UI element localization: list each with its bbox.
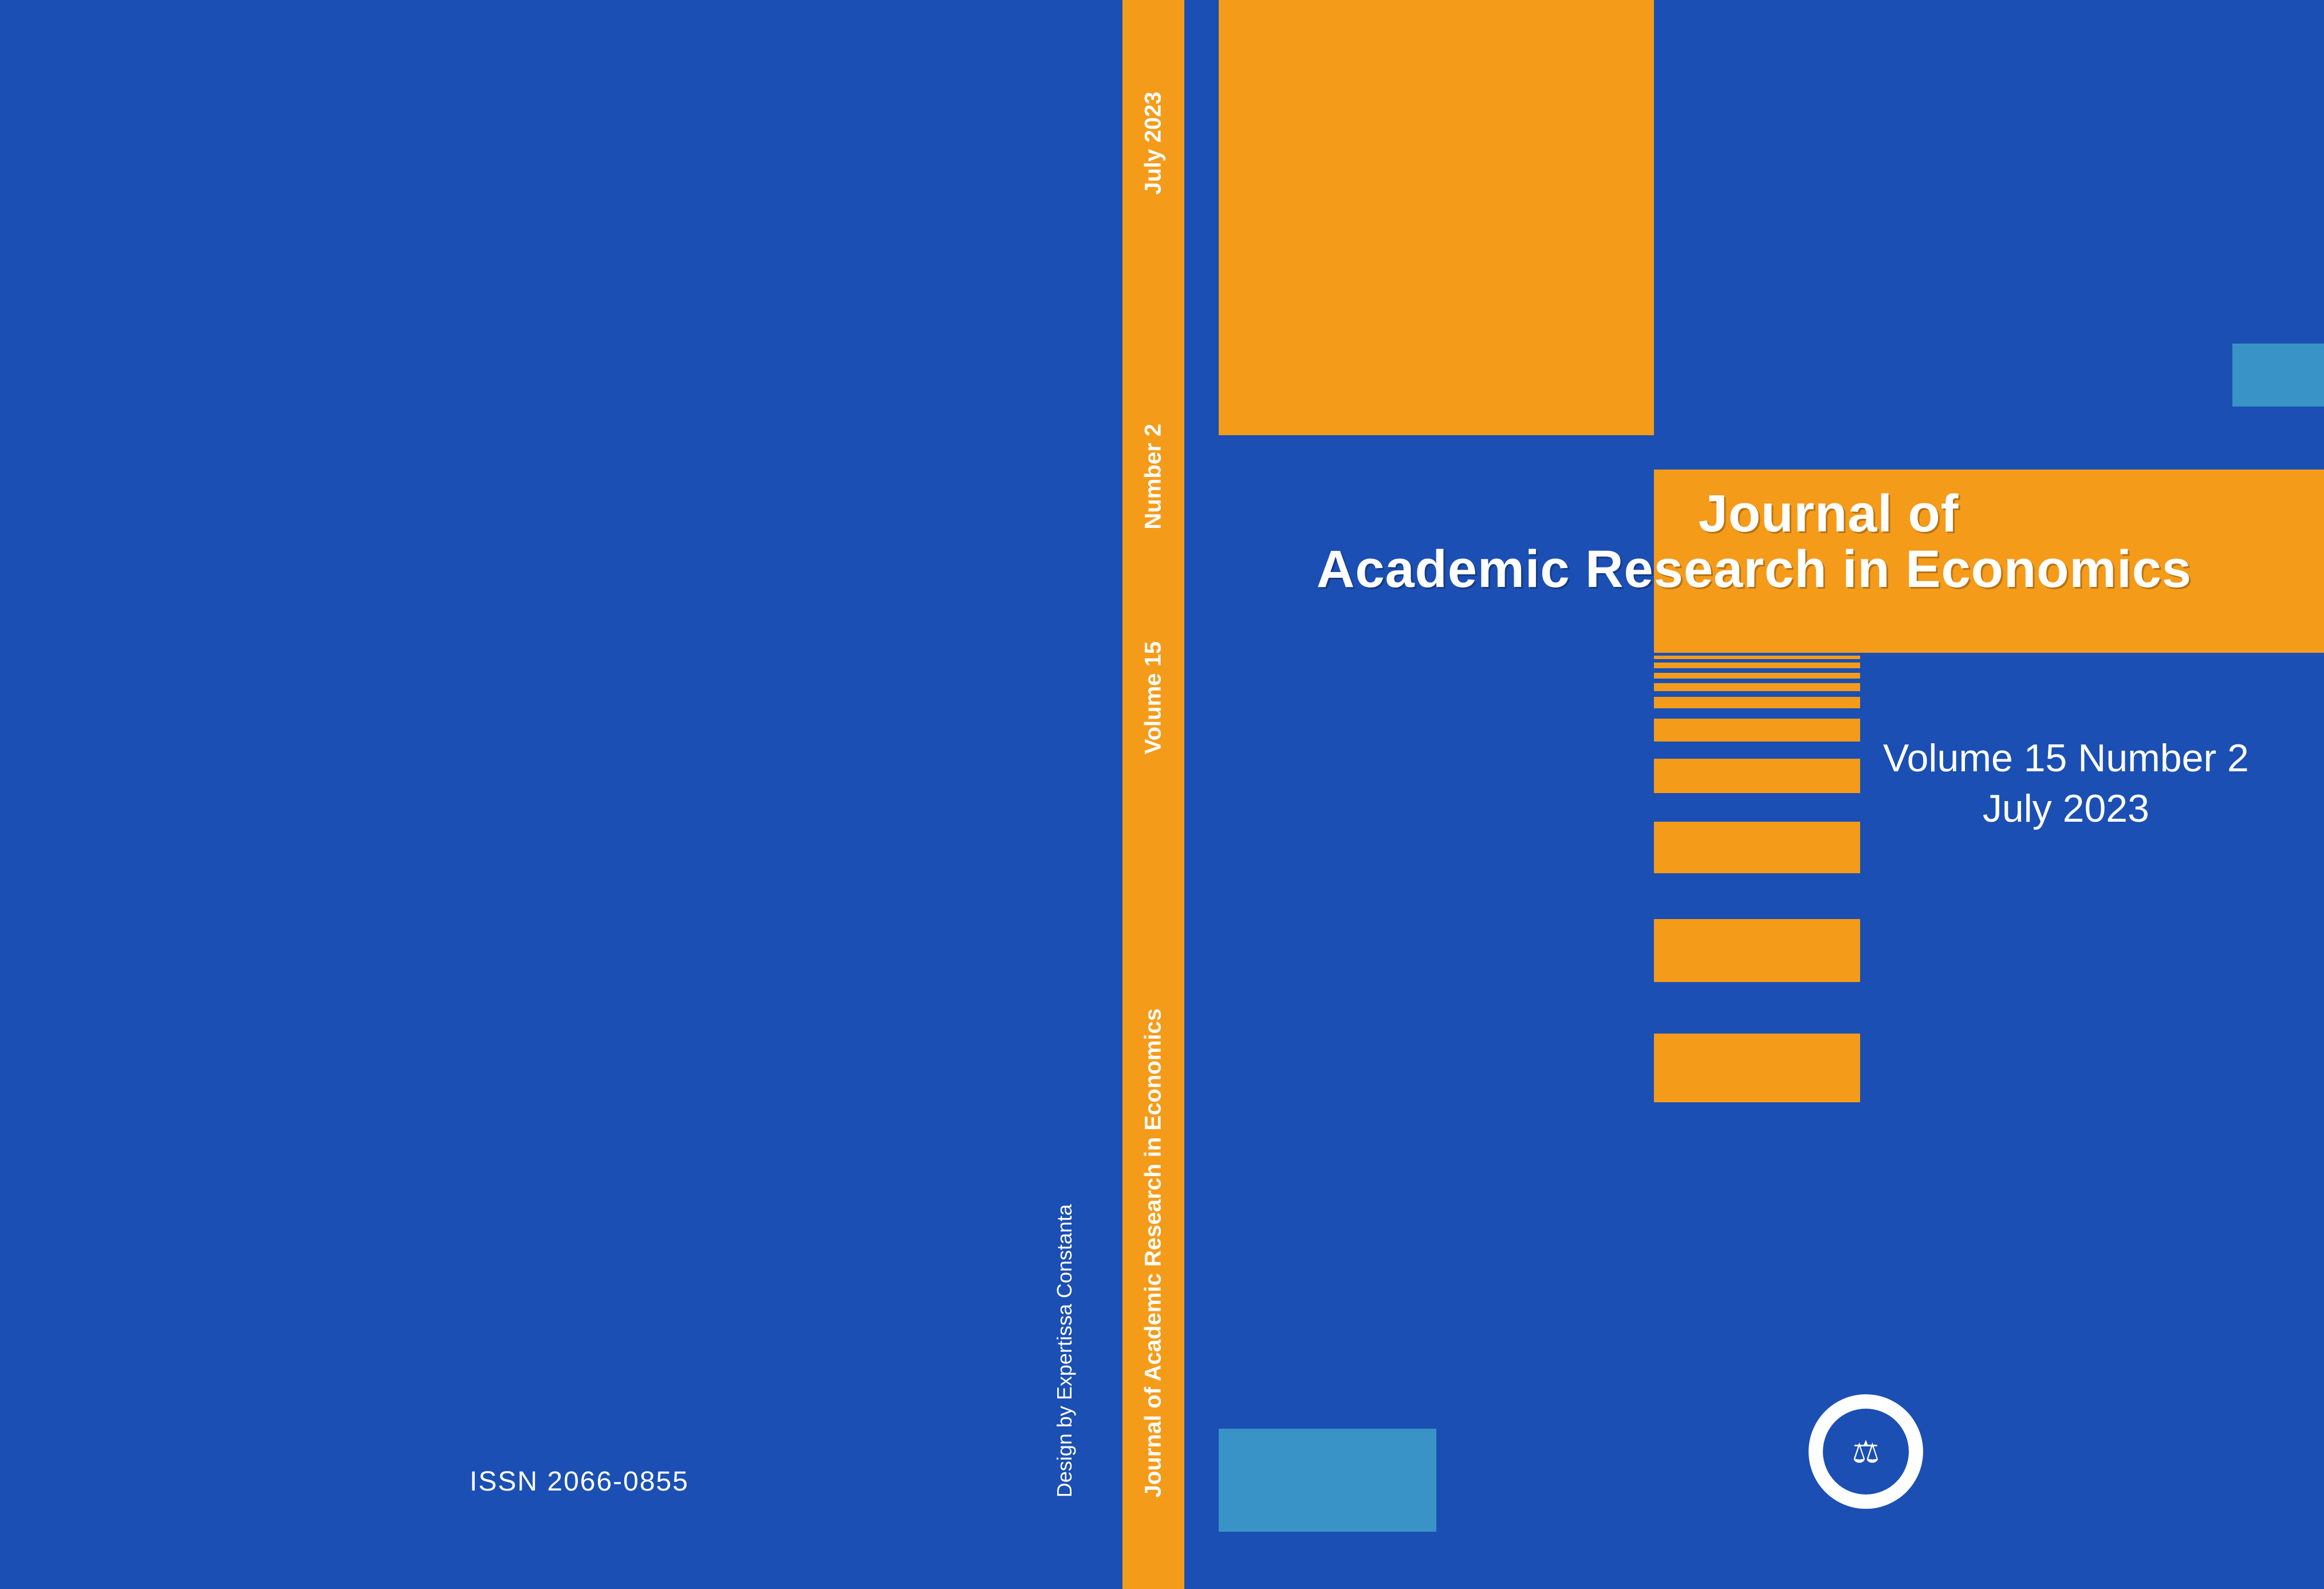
journal-title: Journal of Academic Research in Economic… [1184, 484, 2324, 600]
front-cover: Journal of Academic Research in Economic… [1184, 0, 2324, 1589]
decor-bar [1654, 759, 1860, 793]
spine: Journal of Academic Research in Economic… [1122, 0, 1184, 1589]
designer-credit: Design by Expertissa Constanta [1053, 1204, 1077, 1497]
publisher-seal-icon: ⚖ [1809, 1394, 1923, 1509]
spine-number: Number 2 [1141, 424, 1167, 530]
publisher-seal-glyph: ⚖ [1852, 1434, 1880, 1470]
decor-bar [1654, 822, 1860, 873]
back-cover: ISSN 2066-0855 Design by Expertissa Cons… [0, 0, 1122, 1589]
front-decor-bar-stack [1654, 656, 1860, 1102]
journal-cover-spread: ISSN 2066-0855 Design by Expertissa Cons… [0, 0, 2324, 1589]
decor-bar [1654, 697, 1860, 708]
decor-bar [1654, 919, 1860, 982]
front-decor-big-square [1219, 0, 1654, 435]
issue-volume-number: Volume 15 Number 2 [1883, 733, 2249, 783]
front-decor-small-accent [2232, 344, 2324, 407]
journal-title-line2: Academic Research in Economics [1184, 539, 2324, 600]
decor-bar [1654, 673, 1860, 679]
decor-bar [1654, 656, 1860, 659]
publisher-seal-inner: ⚖ [1823, 1409, 1909, 1495]
journal-title-line1: Journal of [1333, 484, 2324, 544]
issn-text: ISSN 2066-0855 [470, 1466, 689, 1497]
front-decor-bottom-accent [1219, 1429, 1436, 1532]
decor-bar [1654, 719, 1860, 742]
issue-info: Volume 15 Number 2 July 2023 [1883, 733, 2249, 834]
decor-bar [1654, 663, 1860, 668]
spine-title: Journal of Academic Research in Economic… [1141, 1008, 1167, 1497]
spine-volume: Volume 15 [1141, 641, 1167, 754]
spine-date: July 2023 [1141, 92, 1167, 195]
issue-date: July 2023 [1883, 783, 2249, 834]
decor-bar [1654, 1034, 1860, 1102]
decor-bar [1654, 683, 1860, 691]
